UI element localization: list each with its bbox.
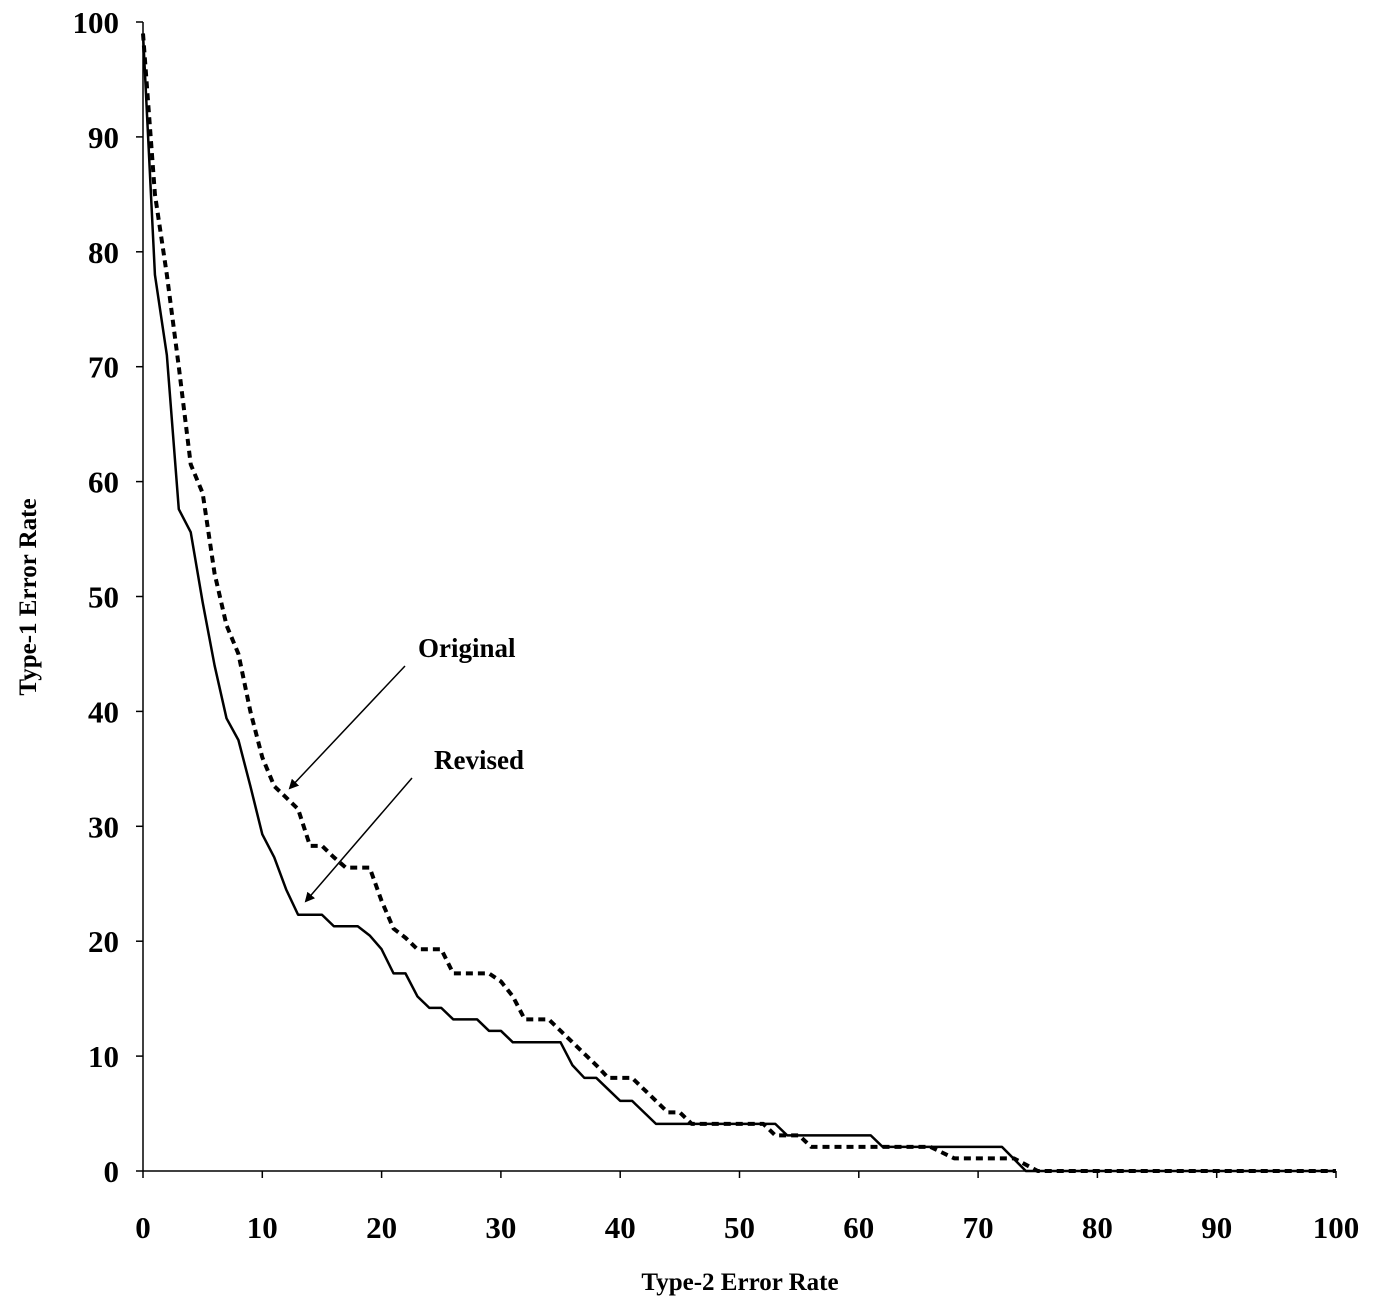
y-tick-label: 90 <box>88 120 119 155</box>
x-tick-label: 90 <box>1201 1210 1232 1245</box>
arrow <box>304 777 413 903</box>
annotation: Original <box>418 633 516 663</box>
x-tick-label: 0 <box>135 1210 151 1245</box>
y-tick-label: 30 <box>88 809 119 844</box>
y-tick-label: 100 <box>73 5 120 40</box>
y-tick-label: 20 <box>88 924 119 959</box>
y-tick-label: 60 <box>88 465 119 500</box>
y-axis-title: Type-1 Error Rate <box>15 498 42 695</box>
x-tick-label: 70 <box>963 1210 994 1245</box>
y-tick-label: 50 <box>88 580 119 615</box>
y-tick-label: 70 <box>88 350 119 385</box>
y-tick-label: 80 <box>88 235 119 270</box>
x-axis-title: Type-2 Error Rate <box>641 1269 838 1296</box>
line-series <box>141 33 1336 1173</box>
x-tick-label: 30 <box>485 1210 516 1245</box>
x-tick-label: 40 <box>605 1210 636 1245</box>
x-tick-label: 60 <box>843 1210 874 1245</box>
y-tick-label: 40 <box>88 694 119 729</box>
x-tick-label: 50 <box>724 1210 755 1245</box>
x-tick-label: 10 <box>247 1210 278 1245</box>
line-series <box>141 33 1336 1173</box>
x-tick-label: 100 <box>1313 1210 1360 1245</box>
x-tick-label: 20 <box>366 1210 397 1245</box>
annotation: Revised <box>434 745 524 775</box>
arrow <box>288 665 406 790</box>
x-tick-label: 80 <box>1082 1210 1113 1245</box>
y-tick-label: 0 <box>104 1154 120 1189</box>
y-tick-label: 10 <box>88 1039 119 1074</box>
